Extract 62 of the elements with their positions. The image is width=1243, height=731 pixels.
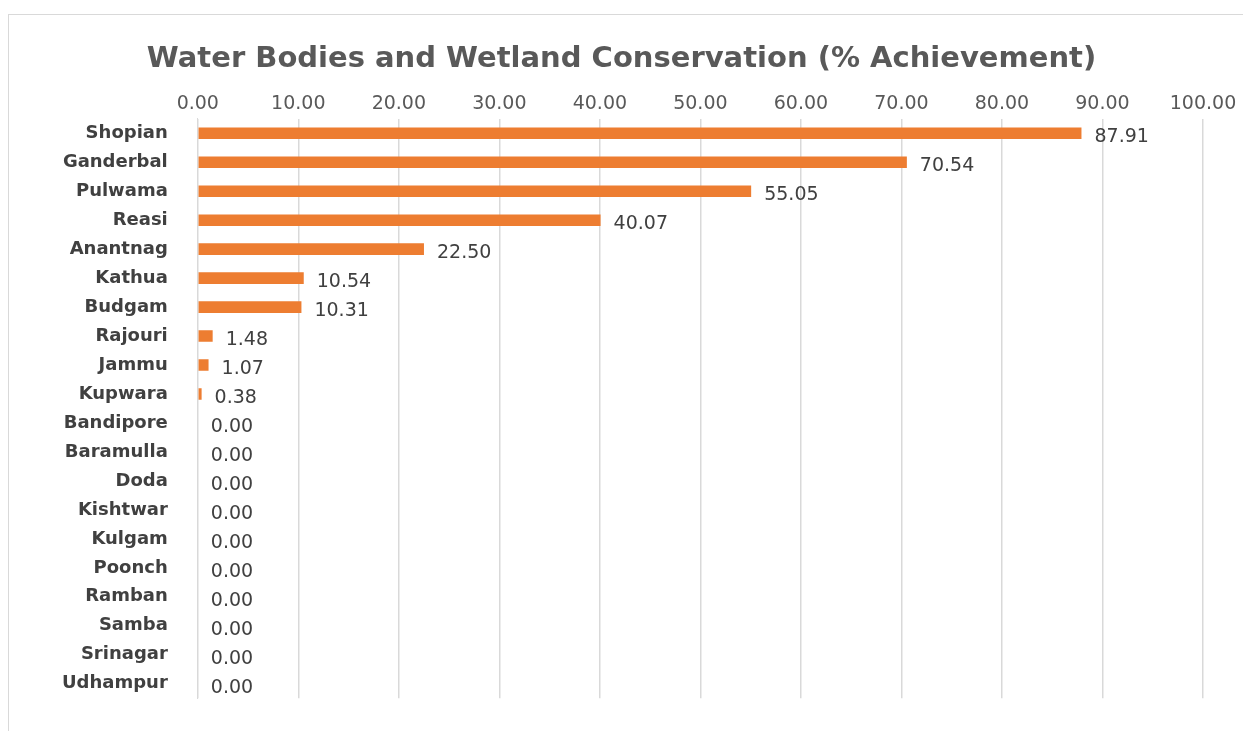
y-tick-label: Kulgam xyxy=(91,526,168,548)
bar xyxy=(198,359,209,371)
y-tick-label: Reasi xyxy=(112,207,168,229)
y-tick-label: Bandipore xyxy=(63,410,168,432)
bar xyxy=(198,388,202,400)
bar xyxy=(198,272,304,284)
data-label: 55.05 xyxy=(764,182,819,205)
bar xyxy=(198,330,213,342)
data-label: 87.91 xyxy=(1094,124,1149,147)
data-label: 0.00 xyxy=(210,471,254,494)
bar xyxy=(198,156,907,169)
data-label: 40.07 xyxy=(613,211,668,234)
data-label: 0.00 xyxy=(210,529,254,552)
y-tick-label: Udhampur xyxy=(62,671,168,693)
x-tick-label: 80.00 xyxy=(974,91,1030,114)
y-tick-label: Samba xyxy=(98,613,168,635)
data-label: 0.00 xyxy=(210,413,254,436)
x-tick-label: 30.00 xyxy=(472,91,527,114)
x-tick-label: 90.00 xyxy=(1075,91,1130,114)
data-label: 0.00 xyxy=(210,500,254,523)
y-tick-label: Baramulla xyxy=(64,439,168,461)
y-tick-label: Shopian xyxy=(85,120,168,142)
y-tick-label: Kathua xyxy=(95,265,168,287)
data-label: 0.00 xyxy=(210,616,254,639)
y-tick-label: Srinagar xyxy=(80,642,168,664)
x-tick-label: 70.00 xyxy=(874,91,929,114)
data-label: 1.07 xyxy=(221,355,264,378)
bar xyxy=(198,243,424,255)
y-tick-label: Jammu xyxy=(96,352,168,374)
chart-title: Water Bodies and Wetland Conservation (% Achievement) xyxy=(145,40,1098,74)
y-tick-label: Pulwama xyxy=(75,178,168,200)
y-tick-label: Anantnag xyxy=(69,236,168,258)
y-tick-label: Budgam xyxy=(84,294,168,316)
x-tick-label: 0.00 xyxy=(176,91,219,114)
y-tick-label: Rajouri xyxy=(95,323,168,345)
bar xyxy=(198,127,1082,140)
data-label: 22.50 xyxy=(436,240,492,263)
y-tick-label: Ramban xyxy=(85,584,168,606)
y-tick-label: Ganderbal xyxy=(62,149,168,171)
data-label: 0.00 xyxy=(210,587,254,610)
x-tick-label: 50.00 xyxy=(673,91,728,114)
data-label: 0.00 xyxy=(210,674,254,697)
x-tick-label: 10.00 xyxy=(271,91,326,114)
bar xyxy=(198,185,752,198)
data-label: 10.54 xyxy=(316,269,372,292)
y-tick-label: Kupwara xyxy=(78,381,168,403)
data-label: 0.00 xyxy=(210,442,254,465)
data-label: 1.48 xyxy=(225,327,268,350)
data-label: 0.38 xyxy=(214,384,257,407)
y-tick-label: Kishtwar xyxy=(77,497,168,519)
y-tick-label: Poonch xyxy=(93,555,168,577)
x-tick-label: 100.00 xyxy=(1169,91,1237,114)
bar xyxy=(198,214,601,226)
data-label: 70.54 xyxy=(919,153,975,176)
bar xyxy=(198,301,302,313)
data-label: 0.00 xyxy=(210,645,254,668)
data-label: 10.31 xyxy=(314,298,369,321)
x-tick-label: 20.00 xyxy=(371,91,427,114)
x-tick-label: 60.00 xyxy=(773,91,829,114)
data-label: 0.00 xyxy=(210,558,254,581)
x-tick-label: 40.00 xyxy=(572,91,628,114)
y-tick-label: Doda xyxy=(115,468,168,490)
